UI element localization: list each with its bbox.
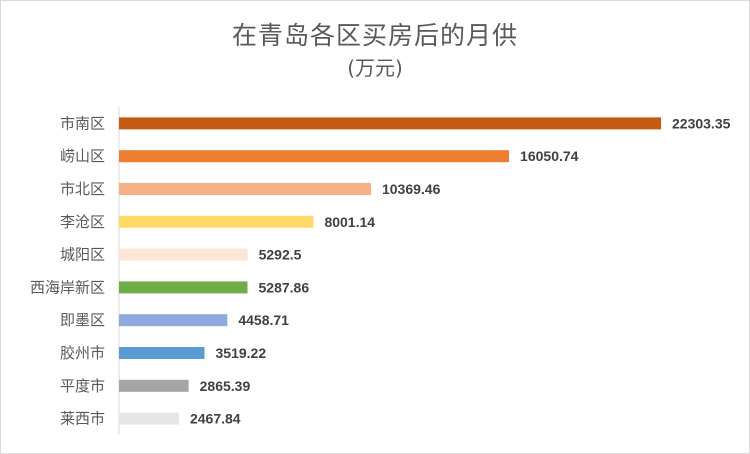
bar bbox=[119, 379, 189, 392]
category-label: 崂山区 bbox=[60, 147, 105, 165]
category-label: 莱西市 bbox=[60, 410, 105, 428]
category-label: 即墨区 bbox=[60, 311, 105, 329]
value-label: 22303.35 bbox=[672, 115, 731, 131]
bar bbox=[119, 248, 248, 261]
category-label: 平度市 bbox=[60, 377, 105, 395]
bar bbox=[119, 117, 661, 130]
category-label: 西海岸新区 bbox=[30, 278, 105, 296]
bar bbox=[119, 215, 314, 228]
bar bbox=[119, 412, 179, 425]
bar bbox=[119, 150, 510, 163]
value-label: 5292.5 bbox=[259, 247, 302, 263]
category-label: 李沧区 bbox=[60, 213, 105, 231]
value-label: 10369.46 bbox=[382, 181, 441, 197]
value-label: 5287.86 bbox=[259, 279, 310, 295]
value-label: 3519.22 bbox=[216, 345, 267, 361]
category-label: 胶州市 bbox=[60, 344, 105, 362]
value-label: 8001.14 bbox=[324, 214, 375, 230]
bar bbox=[119, 183, 371, 195]
value-label: 4458.71 bbox=[238, 312, 289, 328]
chart-subtitle: (万元) bbox=[347, 56, 403, 80]
bar bbox=[119, 314, 228, 327]
category-label: 市南区 bbox=[60, 114, 105, 132]
bar bbox=[119, 281, 248, 294]
value-label: 2865.39 bbox=[200, 378, 251, 394]
category-label: 市北区 bbox=[60, 180, 105, 198]
category-label: 城阳区 bbox=[60, 246, 105, 264]
value-label: 2467.84 bbox=[190, 411, 241, 427]
chart-title: 在青岛各区买房后的月供 bbox=[231, 21, 518, 50]
value-label: 16050.74 bbox=[520, 148, 579, 164]
bar bbox=[119, 347, 205, 359]
